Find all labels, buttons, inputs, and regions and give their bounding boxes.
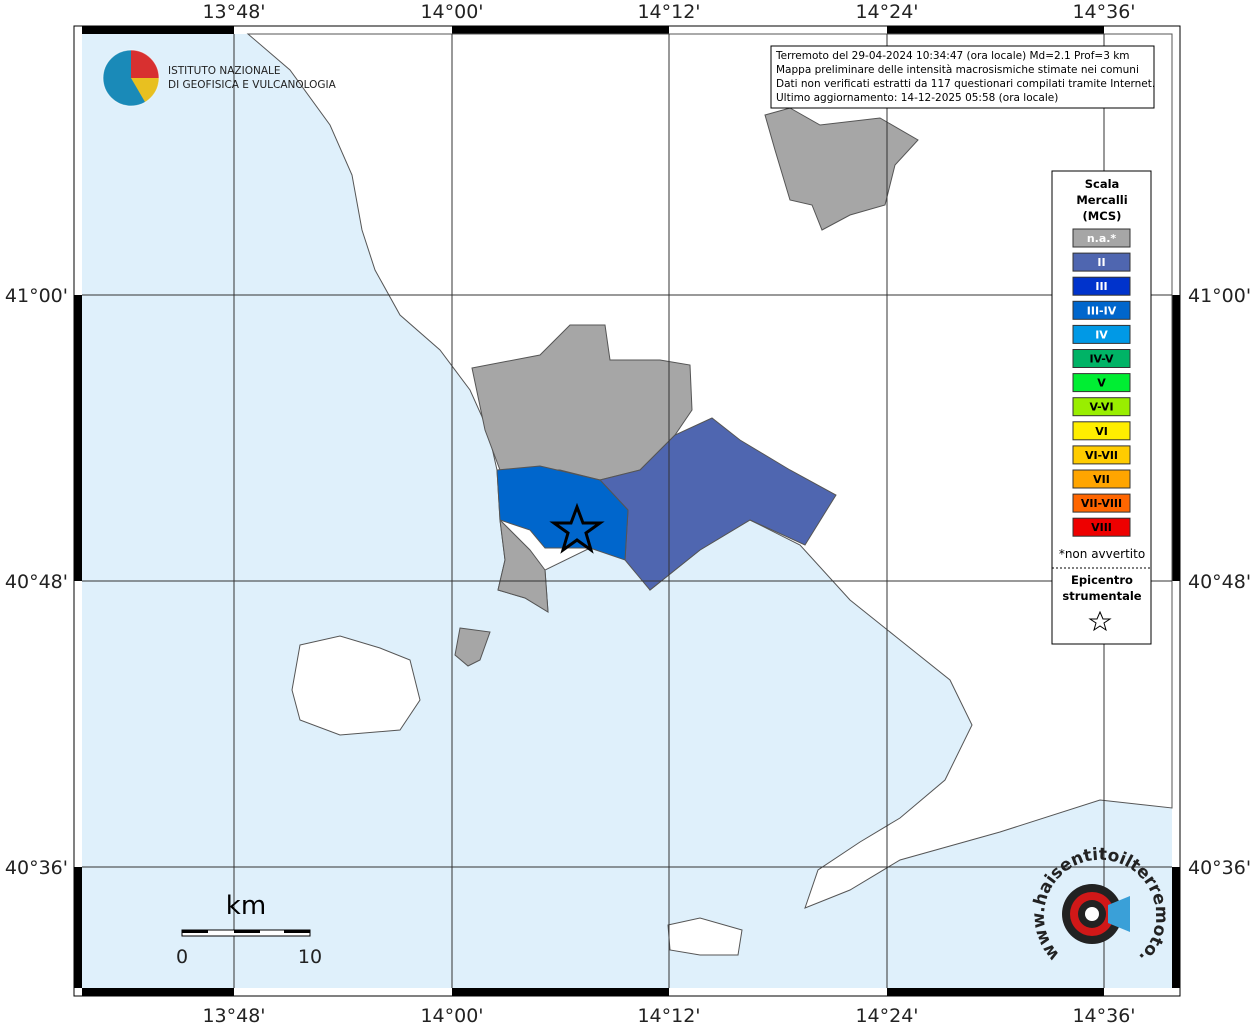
legend-label: II bbox=[1097, 256, 1105, 269]
institute-name: DI GEOFISICA E VULCANOLOGIA bbox=[168, 79, 337, 91]
scale-label: 10 bbox=[298, 946, 322, 968]
legend-label: III bbox=[1095, 280, 1107, 293]
legend-swatch bbox=[1072, 252, 1131, 272]
legend-label: IV bbox=[1095, 328, 1108, 341]
legend-label: VIII bbox=[1091, 521, 1112, 534]
legend-epicenter: Epicentro bbox=[1071, 573, 1133, 587]
legend-swatch bbox=[1072, 276, 1131, 296]
legend-swatch bbox=[1072, 324, 1131, 344]
legend-label: VI bbox=[1095, 425, 1108, 438]
frame-ticks bbox=[74, 26, 1180, 996]
legend-label: n.a.* bbox=[1087, 232, 1117, 245]
info-line: Mappa preliminare delle intensità macros… bbox=[776, 64, 1139, 76]
legend-label: VII bbox=[1093, 473, 1110, 486]
legend-swatch bbox=[1072, 300, 1131, 320]
capri-island bbox=[667, 917, 743, 956]
legend-swatch bbox=[1072, 445, 1131, 465]
latitude-label: 40°36' bbox=[5, 857, 68, 879]
legend-swatch bbox=[1072, 517, 1131, 537]
info-box bbox=[770, 45, 1155, 109]
legend-epicenter: strumentale bbox=[1062, 589, 1141, 603]
epicenter-star bbox=[549, 502, 605, 554]
longitude-label: 14°00' bbox=[420, 1, 483, 23]
tick-labels: 13°48' 13°48' 14°00' 14°00' 14°12' 14°12' 14°2… bbox=[5, 1, 1251, 1027]
legend-swatch bbox=[1072, 373, 1131, 393]
legend-swatch bbox=[1072, 397, 1131, 417]
ingv-logo: ISTITUTO NAZIONALE DI GEOFISICA E VULCAN… bbox=[102, 49, 337, 107]
legend-title: (MCS) bbox=[1083, 209, 1122, 223]
ischia-island bbox=[291, 635, 421, 736]
scale-bar bbox=[284, 930, 310, 933]
longitude-label: 13°48' bbox=[202, 1005, 265, 1024]
longitude-label: 13°48' bbox=[202, 1, 265, 23]
institute-name: ISTITUTO NAZIONALE bbox=[168, 65, 281, 77]
legend-label: VI-VII bbox=[1085, 449, 1118, 462]
municipality bbox=[764, 107, 919, 231]
legend-swatch bbox=[1072, 493, 1131, 513]
legend-swatch bbox=[1072, 349, 1131, 368]
longitude-label: 14°36' bbox=[1072, 1, 1135, 23]
legend-label: V bbox=[1097, 377, 1106, 390]
legend-swatch bbox=[1072, 228, 1131, 248]
longitude-label: 14°24' bbox=[855, 1, 918, 23]
legend-title: Mercalli bbox=[1076, 193, 1127, 207]
legend-label: IV-V bbox=[1089, 353, 1114, 366]
scale-bar bbox=[234, 930, 260, 933]
municipality bbox=[599, 417, 837, 591]
longitude-label: 14°36' bbox=[1072, 1005, 1135, 1024]
municipality bbox=[497, 518, 549, 613]
legend-swatch bbox=[1072, 421, 1131, 441]
legend-items: n.a.*IIIIIIII-IVIVIV-VVV-VIVIVI-VIIVIIVI… bbox=[1072, 228, 1131, 537]
scale-bar bbox=[182, 930, 208, 933]
legend-note: *non avvertito bbox=[1059, 547, 1145, 561]
legend-label: V-VI bbox=[1089, 401, 1113, 414]
latitude-label: 40°48' bbox=[5, 571, 68, 593]
legend-swatch bbox=[1072, 469, 1131, 489]
longitude-label: 14°00' bbox=[420, 1005, 483, 1024]
longitude-label: 14°12' bbox=[637, 1005, 700, 1024]
latitude-label: 41°00' bbox=[5, 285, 68, 307]
municipality bbox=[496, 465, 629, 561]
legend-title: Scala bbox=[1085, 177, 1120, 191]
scale-unit: km bbox=[226, 891, 266, 921]
legend-star bbox=[1088, 610, 1112, 632]
procida-island bbox=[454, 627, 491, 667]
scale-label: 0 bbox=[176, 946, 188, 968]
latitude-label: 41°00' bbox=[1188, 285, 1251, 307]
longitude-label: 14°12' bbox=[637, 1, 700, 23]
info-line: Terremoto del 29-04-2024 10:34:47 (ora l… bbox=[775, 50, 1130, 62]
latitude-label: 40°48' bbox=[1188, 571, 1251, 593]
info-line: Dati non verificati estratti da 117 ques… bbox=[776, 78, 1155, 90]
legend-label: III-IV bbox=[1087, 304, 1117, 317]
longitude-label: 14°24' bbox=[855, 1005, 918, 1024]
legend-label: VII-VIII bbox=[1081, 497, 1122, 510]
info-line: Ultimo aggiornamento: 14-12-2025 05:58 (… bbox=[776, 92, 1058, 104]
latitude-label: 40°36' bbox=[1188, 857, 1251, 879]
